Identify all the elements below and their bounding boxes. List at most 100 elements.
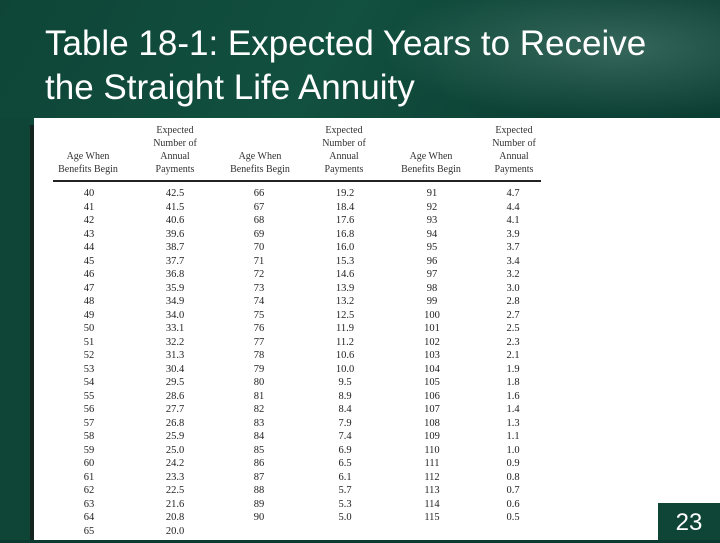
payments-cell: 3.9 <box>506 228 520 240</box>
age-cell: 93 <box>426 215 438 227</box>
age-cell: 101 <box>424 323 440 335</box>
payments-cell: 26.8 <box>165 417 185 429</box>
age-cell: 106 <box>424 390 440 402</box>
payments-cell: 21.6 <box>165 498 185 510</box>
payments-cell: 11.9 <box>336 323 354 335</box>
payments-cell: 7.9 <box>338 417 352 429</box>
page-number: 23 <box>675 509 703 536</box>
age-cell: 57 <box>83 417 95 429</box>
table-image <box>34 118 554 540</box>
payments-cell: 1.3 <box>506 417 520 429</box>
payments-cell: 1.0 <box>506 444 520 456</box>
payments-cell: 3.0 <box>506 282 520 294</box>
age-cell: 89 <box>253 498 265 510</box>
age-cell: 60 <box>83 458 95 470</box>
payments-cell: 30.4 <box>165 363 185 375</box>
header-payments-1: Expected Number of Annual Payments <box>153 125 197 175</box>
payments-cell: 0.6 <box>506 498 520 510</box>
age-cell: 87 <box>253 471 265 483</box>
age-cell: 52 <box>83 350 95 362</box>
payments-cell: 0.8 <box>506 471 520 483</box>
age-cell: 80 <box>253 377 265 389</box>
age-cell: 104 <box>424 363 440 375</box>
payments-cell: 12.5 <box>335 309 355 321</box>
header-payments-2: Expected Number of Annual Payments <box>322 125 366 175</box>
payments-cell: 8.9 <box>338 390 352 402</box>
age-cell: 77 <box>253 336 265 348</box>
payments-cell: 32.2 <box>165 336 185 348</box>
payments-cell: 1.8 <box>506 377 520 389</box>
age-cell: 98 <box>426 282 438 294</box>
age-cell: 41 <box>83 201 95 213</box>
age-cell: 90 <box>253 512 265 524</box>
age-cell: 109 <box>424 431 440 443</box>
payments-cell: 29.5 <box>165 377 185 389</box>
age-cell: 66 <box>253 188 265 199</box>
age-cell: 49 <box>83 309 95 321</box>
age-column-2: 66 67 68 69 70 71 72 73 74 75 76 77 78 79 80 81 82 83 84 85… <box>239 187 279 525</box>
payments-cell: 16.8 <box>335 228 355 240</box>
payments-cell: 14.6 <box>335 269 355 281</box>
payments-cell: 41.5 <box>165 201 185 213</box>
payments-cell: 34.9 <box>165 296 185 308</box>
payments-cell: 5.0 <box>338 512 352 524</box>
age-cell: 114 <box>424 498 440 510</box>
age-cell: 69 <box>253 228 265 240</box>
payments-cell: 9.5 <box>338 377 352 389</box>
age-cell: 54 <box>83 377 95 389</box>
payments-cell: 28.6 <box>165 390 185 402</box>
age-cell: 61 <box>83 471 95 483</box>
payments-cell: 11.2 <box>336 336 354 348</box>
payments-cell: 19.2 <box>335 188 355 199</box>
payments-cell: 10.6 <box>335 350 355 362</box>
age-cell: 42 <box>83 215 95 227</box>
age-cell: 78 <box>253 350 265 362</box>
payments-cell: 13.9 <box>335 282 355 294</box>
age-cell: 91 <box>426 188 438 199</box>
payments-cell: 5.3 <box>338 498 352 510</box>
payments-cell: 38.7 <box>165 242 185 254</box>
payments-cell: 2.8 <box>506 296 520 308</box>
age-cell: 63 <box>83 498 95 510</box>
age-cell: 105 <box>424 377 440 389</box>
payments-cell: 20.0 <box>165 525 185 537</box>
header-age-1: Age When Benefits Begin <box>58 151 118 175</box>
payments-cell: 6.5 <box>338 458 352 470</box>
age-cell: 59 <box>83 444 95 456</box>
payments-cell: 42.5 <box>165 188 185 199</box>
age-cell: 113 <box>424 485 440 497</box>
payments-cell: 24.2 <box>165 458 185 470</box>
age-cell: 74 <box>253 296 265 308</box>
payments-cell: 23.3 <box>165 471 185 483</box>
payments-cell: 3.4 <box>506 255 520 267</box>
payments-cell: 7.4 <box>338 431 352 443</box>
age-cell: 40 <box>83 188 95 199</box>
left-accent-bar <box>0 118 30 540</box>
payments-cell: 18.4 <box>335 201 355 213</box>
header-age-3: Age When Benefits Begin <box>401 151 461 175</box>
age-cell: 86 <box>253 458 265 470</box>
payments-cell: 3.2 <box>506 269 520 281</box>
age-cell: 50 <box>83 323 95 335</box>
payments-cell: 31.3 <box>165 350 185 362</box>
payments-column-1: 42.5 41.5 40.6 39.6 38.7 37.7 36.8 35.9 34.9 34.0… <box>155 187 195 538</box>
payments-cell: 2.1 <box>506 350 520 362</box>
age-cell: 102 <box>424 336 440 348</box>
age-cell: 46 <box>83 269 95 281</box>
payments-column-3: 4.7 4.4 4.1 3.9 3.7 3.4 3.2 3.0 2.8 2.7 2.5 2.3 2.1 1… <box>493 187 533 525</box>
payments-cell: 37.7 <box>165 255 185 267</box>
payments-cell: 5.7 <box>338 485 352 497</box>
payments-column-2: 19.2 18.4 17.6 16.8 16.0 15.3 14.6 13.9 13.2 12.5… <box>325 187 365 525</box>
age-cell: 81 <box>253 390 265 402</box>
age-cell: 85 <box>253 444 265 456</box>
age-cell: 45 <box>83 255 95 267</box>
age-cell: 64 <box>83 512 95 524</box>
age-cell: 97 <box>426 269 438 281</box>
header-payments-3: Expected Number of Annual Payments <box>492 125 536 175</box>
payments-cell: 0.9 <box>506 458 520 470</box>
age-cell: 84 <box>253 431 265 443</box>
payments-cell: 4.1 <box>506 215 520 227</box>
payments-cell: 33.1 <box>165 323 185 335</box>
payments-cell: 35.9 <box>165 282 185 294</box>
payments-cell: 1.9 <box>506 363 520 375</box>
